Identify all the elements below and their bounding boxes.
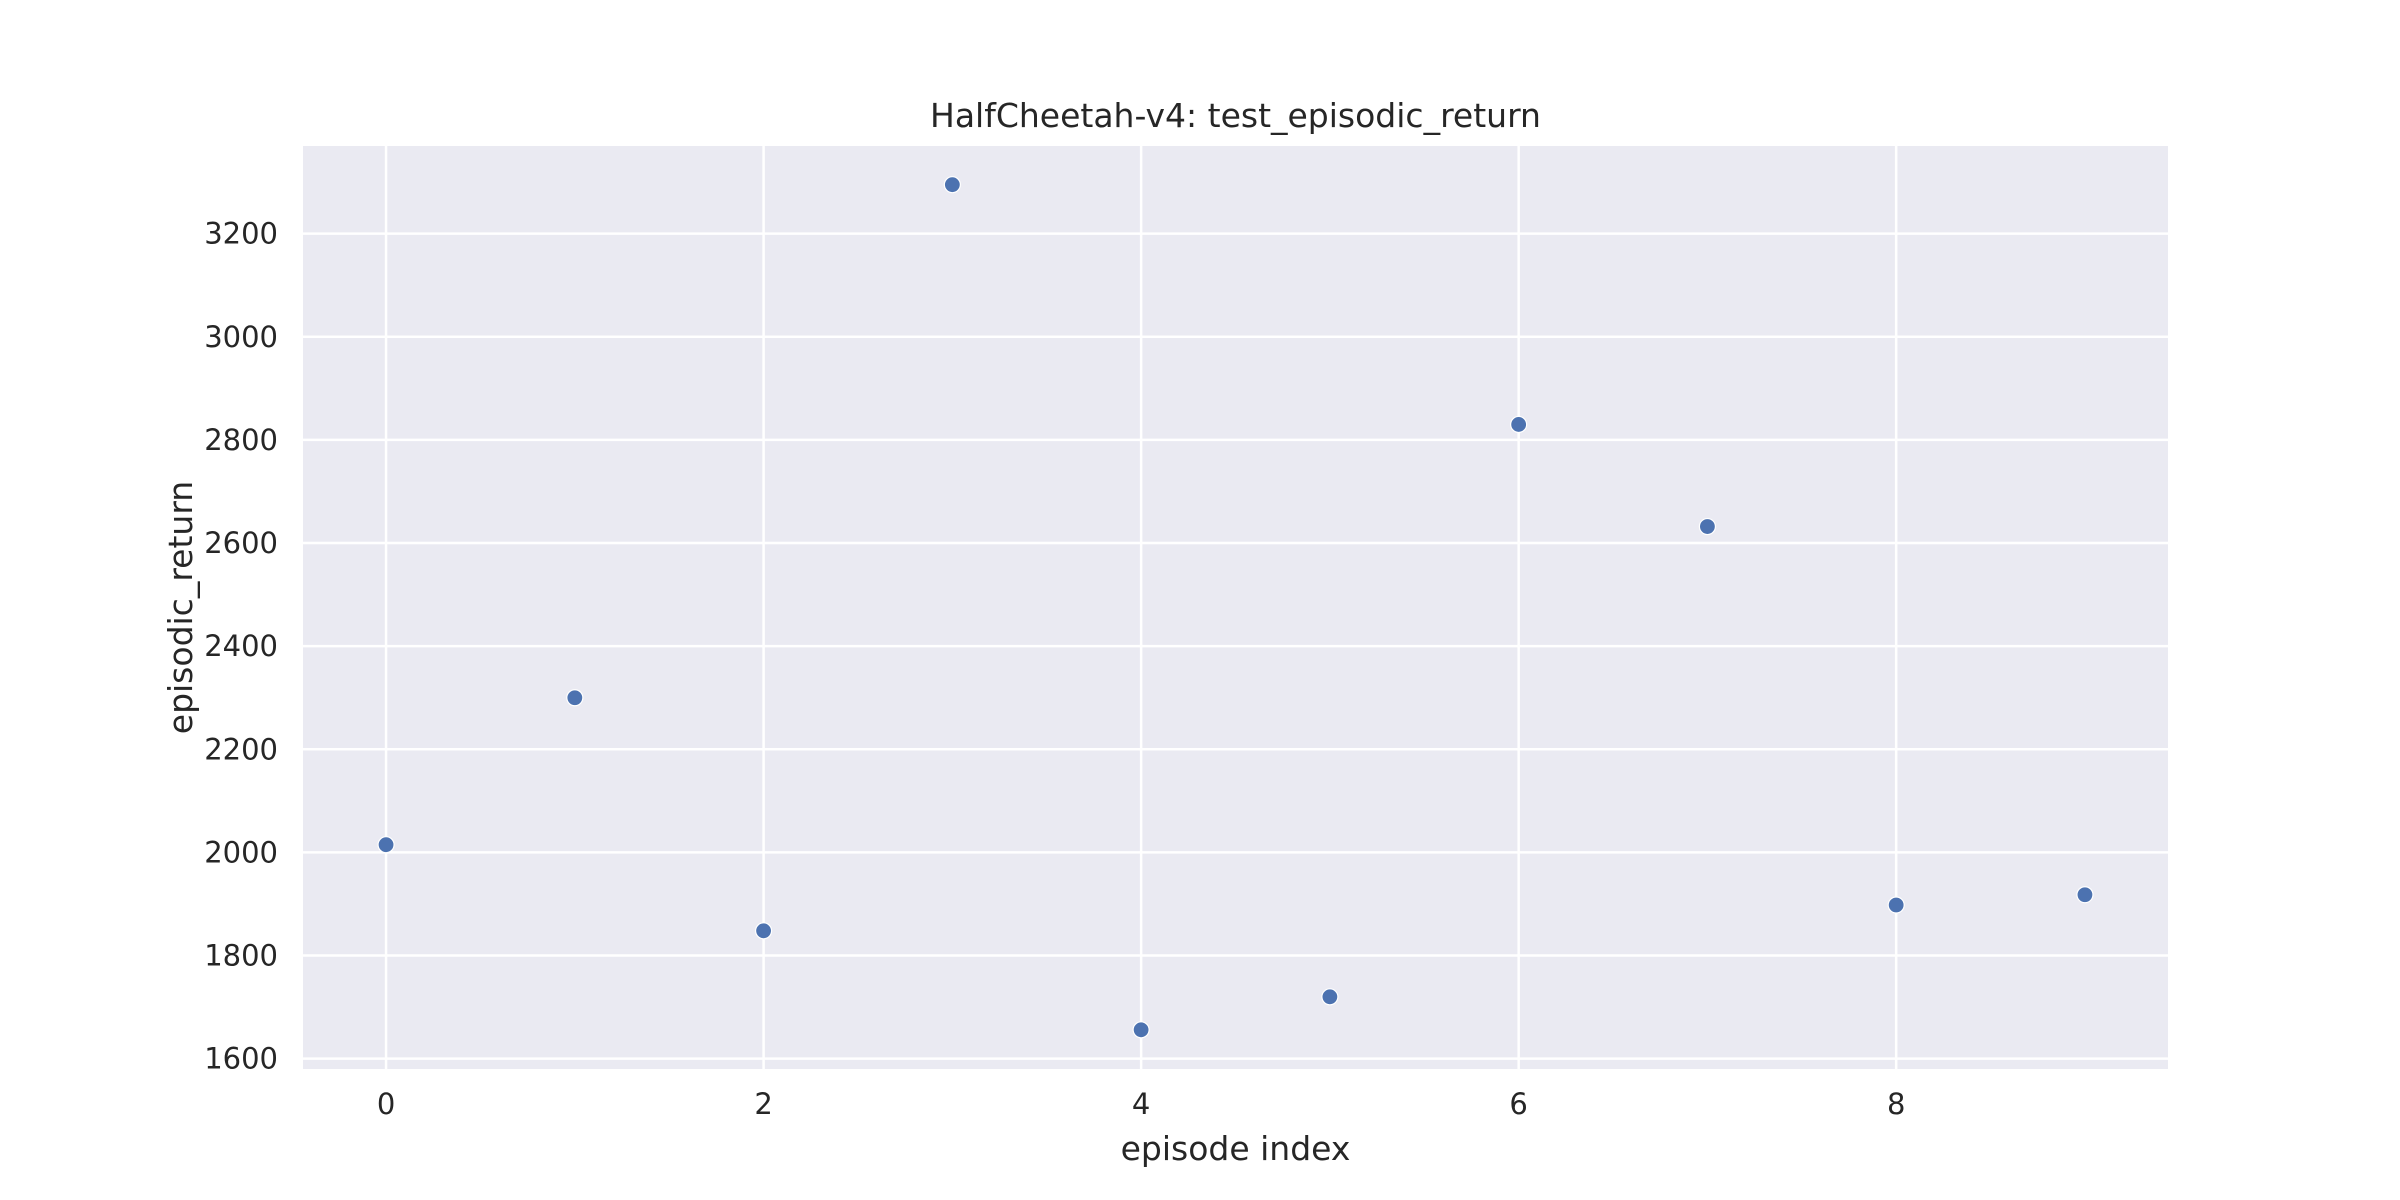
data-point (1887, 896, 1905, 914)
data-point (1132, 1021, 1150, 1039)
y-tick-label: 2200 (204, 732, 278, 766)
x-tick-label: 2 (754, 1087, 772, 1121)
data-points (377, 176, 2094, 1039)
data-point (1321, 988, 1339, 1006)
data-point (1698, 517, 1717, 536)
x-tick-label: 6 (1509, 1087, 1527, 1121)
data-point (377, 836, 395, 854)
data-point (754, 922, 773, 940)
chart-title: HalfCheetah-v4: test_episodic_return (930, 96, 1541, 135)
data-point (943, 176, 961, 194)
data-point (1510, 415, 1528, 434)
x-tick-label: 4 (1132, 1087, 1150, 1121)
y-tick-label: 1800 (204, 939, 278, 973)
y-tick-label: 3200 (204, 217, 278, 251)
plot-area (303, 146, 2168, 1069)
x-tick-label: 0 (377, 1087, 395, 1121)
grid-lines (303, 146, 2168, 1069)
data-point (2076, 886, 2094, 904)
y-tick-label: 2600 (204, 526, 278, 560)
x-tick-label: 8 (1887, 1087, 1905, 1121)
y-axis-label: episodic_return (161, 481, 200, 734)
data-point (566, 689, 584, 707)
tick-labels: 0 2 4 6 8 1600 1800 2000 2200 2400 2600 2800 3000 320… (204, 217, 1905, 1121)
y-tick-label: 1600 (204, 1042, 278, 1076)
x-axis-label: episode index (1121, 1129, 1351, 1168)
y-tick-label: 2800 (204, 423, 278, 457)
y-tick-label: 3000 (204, 320, 278, 354)
y-tick-label: 2400 (204, 629, 278, 663)
y-tick-label: 2000 (204, 835, 278, 869)
